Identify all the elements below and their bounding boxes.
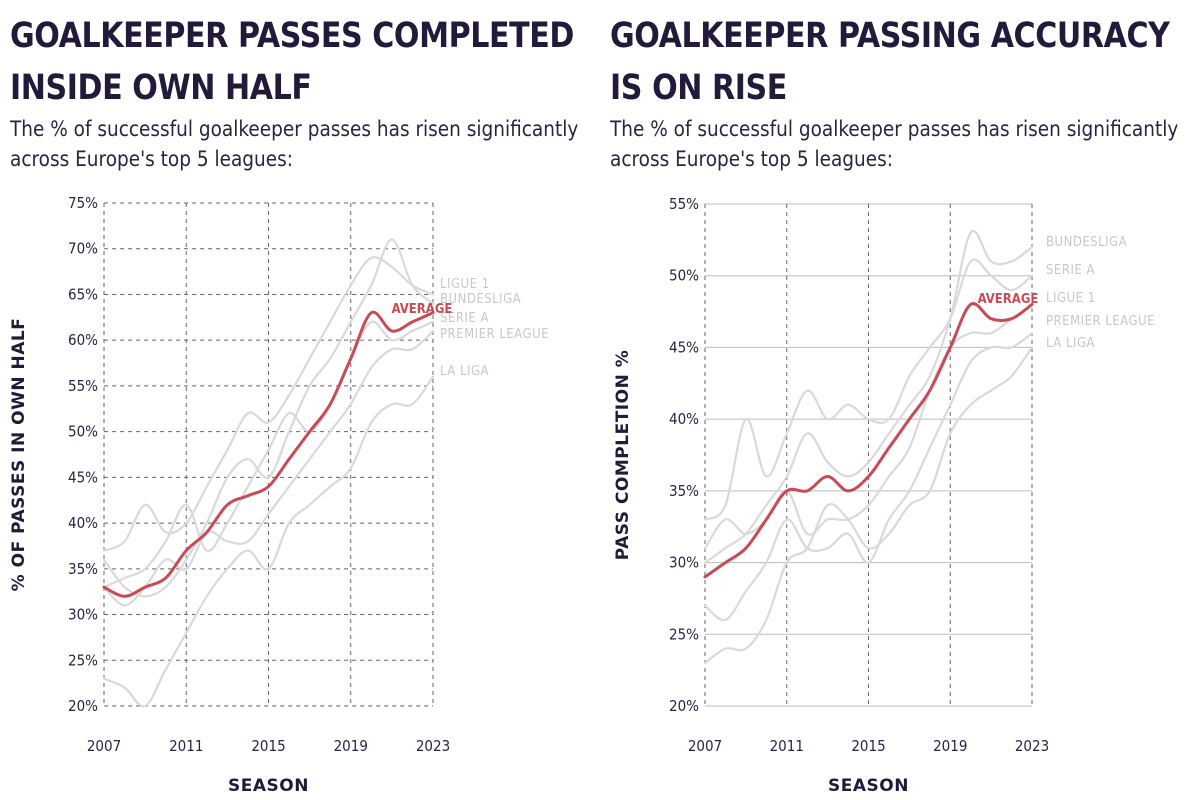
series-line-premier-league [102,329,435,607]
x-tick-label: 2007 [87,737,121,755]
x-tick-label: 2015 [851,737,885,755]
x-tick-label: 2015 [251,737,285,755]
y-tick-label: 55% [669,195,699,213]
x-tick-label: 2011 [169,737,203,755]
y-tick-label: 60% [68,331,98,349]
chart-panel-left: GOALKEEPER PASSES COMPLETED INSIDE OWN H… [9,16,579,796]
y-tick-label: 55% [68,377,98,395]
series-label-average: AVERAGE [978,292,1039,307]
chart-pass-completion: 20% 25% 30% 35% 40% 45% 50% 55% 2007 2011 2015 2019… [613,195,1155,796]
y-axis-title: % OF PASSES IN OWN HALF [9,318,29,592]
series-line-la-liga [102,375,435,708]
series-line-average [703,302,1034,579]
y-tick-label: 30% [68,606,98,624]
chart-subtitle: The % of successful goalkeeper passes ha… [610,117,1179,171]
series-line-serie-a [102,320,435,589]
series-line-bundesliga [703,229,1034,564]
y-tick-label: 70% [68,240,98,258]
x-axis-title: SEASON [228,776,309,796]
series-label-serie-a: SERIE A [440,311,489,326]
y-tick-label: 45% [68,468,98,486]
chart-subtitle: The % of successful goalkeeper passes ha… [10,117,579,171]
series-label-ligue-1: LIGUE 1 [1046,291,1096,306]
series-line-ligue-1 [102,256,435,552]
series-line-ligue-1 [703,303,1034,550]
y-tick-label: 50% [669,267,699,285]
x-tick-label: 2019 [334,737,368,755]
y-tick-label: 25% [669,625,699,643]
x-tick-label: 2023 [416,737,450,755]
series-label-premier-league: PREMIER LEAGUE [440,327,549,342]
series-label-average: AVERAGE [392,302,453,317]
y-tick-label: 20% [669,697,699,715]
x-tick-label: 2019 [933,737,967,755]
series-line-serie-a [703,258,1034,521]
y-tick-label: 40% [68,514,98,532]
series-line-la-liga [703,346,1034,665]
series-label-serie-a: SERIE A [1046,263,1095,278]
chart-panel-right: GOALKEEPER PASSING ACCURACY IS ON RISE T… [600,0,1200,800]
chart-title: GOALKEEPER PASSES COMPLETED INSIDE OWN H… [10,16,574,108]
series-line-bundesliga [102,238,435,598]
series-label-premier-league: PREMIER LEAGUE [1046,314,1155,329]
grid [704,203,1033,707]
x-tick-label: 2023 [1015,737,1049,755]
series-line-premier-league [703,332,1034,622]
y-tick-label: 30% [669,554,699,572]
x-tick-label: 2007 [688,737,722,755]
y-tick-label: 50% [68,423,98,441]
series-label-la-liga: LA LIGA [440,364,489,379]
y-tick-label: 20% [68,697,98,715]
chart-title: GOALKEEPER PASSING ACCURACY IS ON RISE [610,16,1170,108]
y-axis-title: PASS COMPLETION % [613,350,633,561]
chart-own-half-passes: 20% 25% 30% 35% 40% 45% 50% 55% 60% 65% 70% 75% 2007… [9,194,549,796]
x-tick-label: 2011 [770,737,804,755]
grid [103,202,434,707]
y-tick-label: 35% [669,482,699,500]
series-label-bundesliga: BUNDESLIGA [440,292,521,307]
y-tick-label: 35% [68,560,98,578]
y-tick-label: 75% [68,194,98,212]
y-tick-label: 65% [68,285,98,303]
x-axis-title: SEASON [828,776,909,796]
y-tick-label: 45% [669,338,699,356]
series-line-average [102,310,435,598]
series-label-ligue-1: LIGUE 1 [440,277,490,292]
series-label-bundesliga: BUNDESLIGA [1046,235,1127,250]
y-tick-label: 25% [68,651,98,669]
series-label-la-liga: LA LIGA [1046,336,1095,351]
y-tick-label: 40% [669,410,699,428]
